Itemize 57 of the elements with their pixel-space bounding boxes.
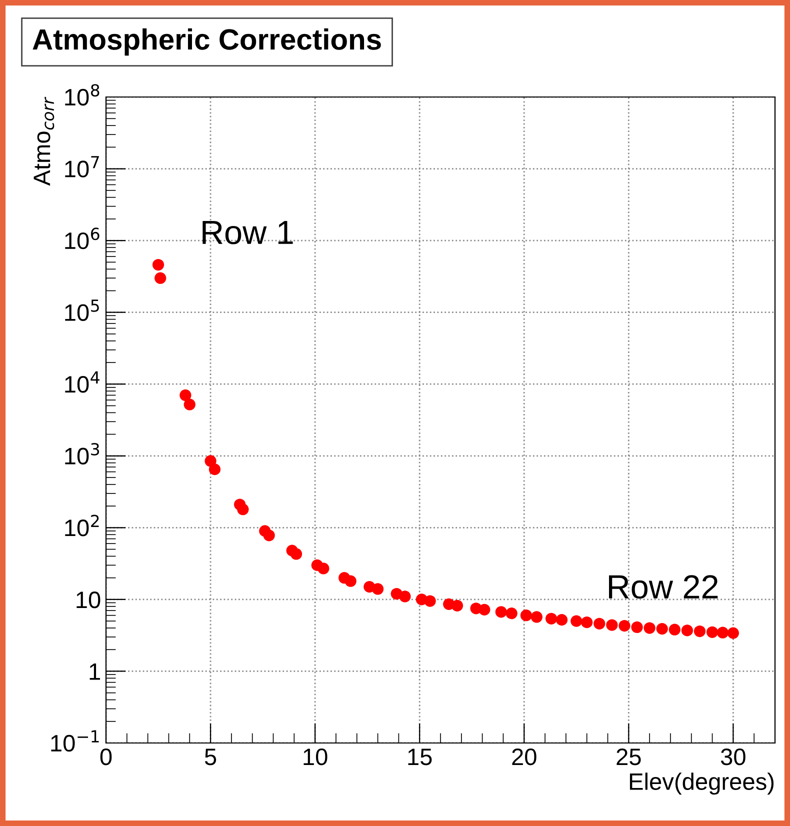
point bbox=[154, 272, 166, 284]
y-tick-label: 10$^{3}$ bbox=[65, 442, 100, 464]
point bbox=[424, 595, 436, 607]
annotation: Row 22 bbox=[609, 575, 718, 599]
x-tick-label: 20 bbox=[512, 748, 536, 766]
point bbox=[644, 622, 656, 634]
y-tick-label: 10$^{−1}$ bbox=[51, 730, 99, 752]
point bbox=[152, 258, 164, 271]
x-tick-label: 10 bbox=[304, 748, 328, 766]
y-tick-label: 10 bbox=[76, 592, 100, 608]
point bbox=[570, 615, 582, 627]
point bbox=[706, 626, 718, 638]
point bbox=[716, 626, 729, 638]
x-tick-label: 0 bbox=[100, 748, 112, 766]
point bbox=[344, 575, 356, 587]
y-axis-title: Atmo$_{corr}$ bbox=[34, 96, 54, 186]
x-tick-label: 5 bbox=[204, 748, 216, 766]
x-tick-label: 15 bbox=[408, 748, 432, 766]
x-tick-label: 30 bbox=[720, 748, 746, 766]
point bbox=[594, 618, 606, 630]
point bbox=[530, 611, 542, 623]
point bbox=[318, 562, 330, 574]
point bbox=[694, 625, 706, 638]
point bbox=[263, 530, 275, 542]
point bbox=[520, 610, 532, 622]
point bbox=[478, 604, 490, 616]
point bbox=[727, 627, 739, 639]
point bbox=[506, 608, 518, 620]
point bbox=[184, 398, 196, 410]
point bbox=[290, 548, 302, 560]
y-tick-label: 1 bbox=[90, 664, 100, 680]
y-tick-label: 10$^{5}$ bbox=[65, 300, 99, 321]
chart-title: Atmospheric Corrections bbox=[32, 28, 381, 56]
point bbox=[581, 616, 593, 628]
point bbox=[237, 504, 249, 516]
point bbox=[681, 624, 694, 636]
point bbox=[668, 624, 680, 636]
point bbox=[372, 583, 384, 595]
y-tick-label: 10$^{6}$ bbox=[65, 228, 100, 250]
x-tick-label: 25 bbox=[616, 748, 641, 766]
point bbox=[656, 622, 668, 635]
point bbox=[495, 606, 507, 618]
point bbox=[556, 614, 568, 626]
y-tick-label: 10$^{4}$ bbox=[65, 371, 100, 393]
x-axis-title: Elev(degrees) bbox=[630, 772, 774, 795]
point bbox=[631, 621, 643, 634]
y-tick-label: 10$^{2}$ bbox=[65, 514, 99, 536]
y-tick-label: 10$^{7}$ bbox=[65, 156, 99, 178]
point bbox=[208, 464, 221, 476]
point bbox=[545, 612, 558, 624]
annotation: Row 1 bbox=[202, 220, 293, 244]
point bbox=[399, 590, 411, 602]
point bbox=[451, 600, 464, 612]
point bbox=[180, 389, 192, 402]
y-tick-label: 10$^{8}$ bbox=[65, 84, 100, 106]
point bbox=[606, 619, 618, 631]
point bbox=[618, 620, 630, 632]
